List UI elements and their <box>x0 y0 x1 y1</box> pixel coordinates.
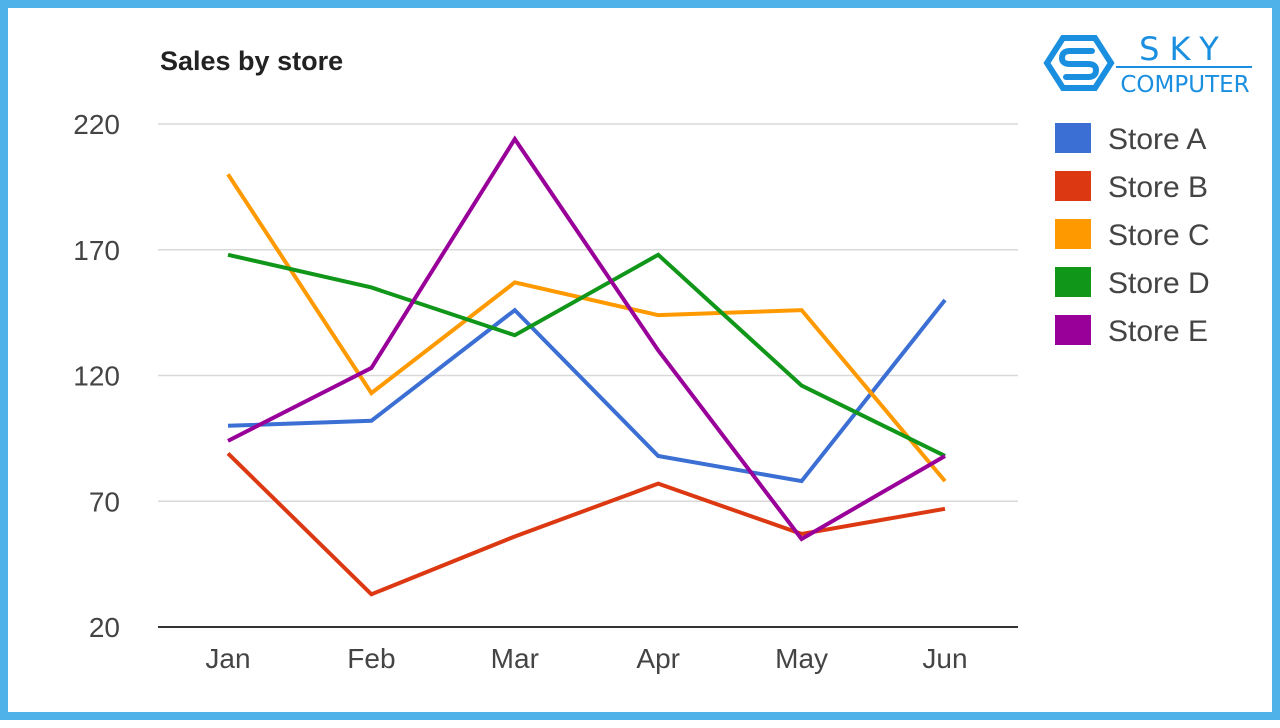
x-tick-label: Feb <box>347 643 395 674</box>
s-hex-logo-icon <box>1043 35 1115 91</box>
brand-logo: SKY COMPUTER <box>1043 30 1252 98</box>
series-line-store-e <box>227 135 947 542</box>
legend-swatch <box>1055 315 1091 345</box>
x-axis-ticks: Jan Feb Mar Apr May Jun <box>205 643 967 674</box>
y-tick-label: 220 <box>73 109 120 140</box>
x-tick-label: Mar <box>491 643 539 674</box>
legend-label: Store B <box>1108 171 1208 204</box>
legend-item: Store C <box>1055 219 1210 252</box>
legend-swatch <box>1055 123 1091 153</box>
chart-title: Sales by store <box>160 46 343 76</box>
legend-swatch <box>1055 171 1091 201</box>
legend-item: Store E <box>1055 315 1208 348</box>
y-tick-label: 70 <box>89 486 120 517</box>
legend-label: Store A <box>1108 123 1206 156</box>
series-line-store-c <box>226 173 947 483</box>
x-tick-label: Jan <box>205 643 250 674</box>
series-line-store-a <box>227 298 947 484</box>
series-line-store-b <box>226 452 946 597</box>
series-line-store-d <box>227 252 946 458</box>
y-tick-label: 170 <box>73 235 120 266</box>
legend-swatch <box>1055 267 1091 297</box>
x-tick-label: Jun <box>922 643 967 674</box>
series-lines <box>226 135 947 597</box>
legend-item: Store B <box>1055 171 1208 204</box>
logo-text-computer: COMPUTER <box>1120 72 1249 98</box>
gridlines <box>158 123 1018 628</box>
y-tick-label: 120 <box>73 361 120 392</box>
legend-label: Store E <box>1108 315 1208 348</box>
x-tick-label: May <box>775 643 828 674</box>
line-chart: Sales by store 20 70 120 170 220 Jan Feb Mar Ap… <box>73 30 1252 674</box>
legend-swatch <box>1055 219 1091 249</box>
logo-text-sky: SKY <box>1139 30 1229 68</box>
x-tick-label: Apr <box>636 643 680 674</box>
y-tick-label: 20 <box>89 612 120 643</box>
y-axis-ticks: 20 70 120 170 220 <box>73 109 120 643</box>
legend-label: Store C <box>1108 219 1210 252</box>
legend-label: Store D <box>1108 267 1210 300</box>
legend: Store A Store B Store C Store D Store E <box>1055 123 1210 348</box>
legend-item: Store D <box>1055 267 1210 300</box>
legend-item: Store A <box>1055 123 1206 156</box>
